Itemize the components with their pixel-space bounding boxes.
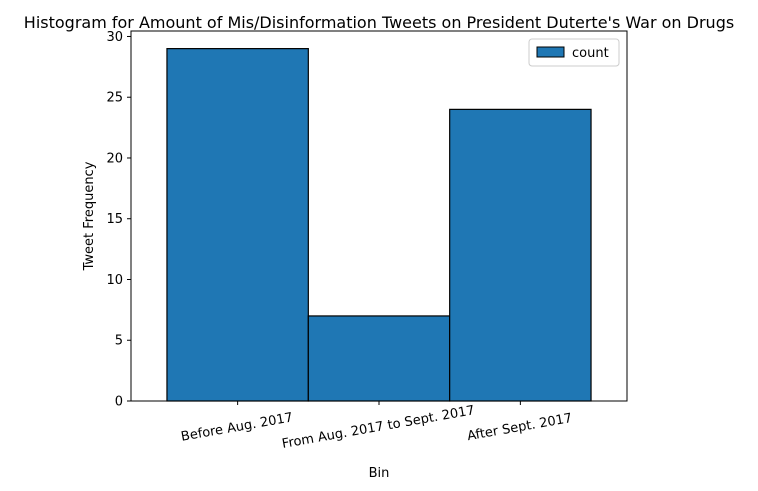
y-axis-label: Tweet Frequency xyxy=(82,161,97,271)
bars-group xyxy=(166,48,592,402)
legend-label-count: count xyxy=(572,46,609,61)
bar-2 xyxy=(307,315,451,402)
y-tick-label: 30 xyxy=(106,30,123,45)
legend: count xyxy=(528,38,620,67)
x-axis-label: Bin xyxy=(369,466,390,481)
y-tick-label: 15 xyxy=(106,212,123,227)
y-tick-label: 0 xyxy=(115,395,123,410)
y-tick-label: 25 xyxy=(106,91,123,106)
x-tick-label: Before Aug. 2017 xyxy=(180,410,294,444)
chart-title: Histogram for Amount of Mis/Disinformati… xyxy=(24,13,734,32)
x-tick-label: After Sept. 2017 xyxy=(466,411,573,444)
plot-frame xyxy=(130,30,628,402)
x-tick-label: From Aug. 2017 to Sept. 2017 xyxy=(281,403,476,452)
y-tick-label: 5 xyxy=(115,334,123,349)
y-tick-label: 10 xyxy=(106,273,123,288)
bar-1 xyxy=(166,48,309,402)
y-tick-label: 20 xyxy=(106,151,123,166)
y-axis: 0 5 10 15 20 25 30 xyxy=(106,30,131,410)
bar-3 xyxy=(449,108,592,402)
legend-swatch xyxy=(536,46,565,58)
legend-box xyxy=(528,38,620,67)
